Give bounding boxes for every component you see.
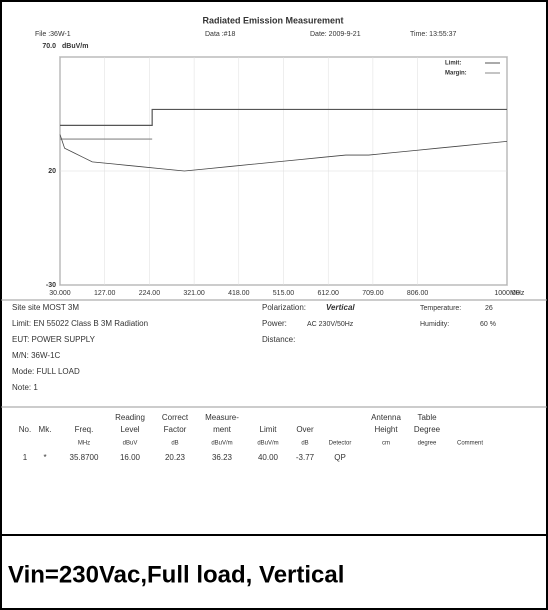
text: Vertical	[326, 303, 355, 312]
text: dBuV/m	[257, 441, 278, 447]
data-no: Data :#18	[205, 31, 235, 38]
series-line	[60, 108, 507, 126]
x-tick-label: 30.000	[49, 290, 71, 297]
y-tick-label: -30	[46, 282, 56, 289]
x-tick-label: 612.00	[317, 290, 339, 297]
text: *	[43, 453, 46, 462]
legend-label: Limit:	[445, 61, 461, 67]
y-tick-label: 70.0	[42, 43, 56, 50]
text: Humidity:	[420, 321, 449, 328]
text: Site site MOST 3M	[12, 303, 79, 312]
text: -3.77	[296, 453, 315, 462]
x-tick-label: 127.00	[94, 290, 116, 297]
file: File :36W-1	[35, 31, 71, 38]
text: Measure-	[205, 413, 239, 422]
text: Power:	[262, 319, 287, 328]
title: Radiated Emission Measurement	[202, 15, 343, 25]
text: Reading	[115, 413, 145, 422]
text: Comment	[457, 441, 483, 447]
date: Date: 2009-9-21	[310, 31, 361, 38]
caption: Vin=230Vac,Full load, Vertical	[8, 561, 344, 588]
text: 26	[485, 305, 493, 312]
text: 16.00	[120, 453, 141, 462]
x-tick-label: 515.00	[273, 290, 295, 297]
text: Polarization:	[262, 303, 306, 312]
series-line	[59, 134, 508, 172]
x-tick-label: 321.00	[183, 290, 205, 297]
y-unit: dBuV/m	[62, 43, 88, 50]
text: Factor	[164, 425, 187, 434]
text: Limit: EN 55022 Class B 3M Radiation	[12, 319, 148, 328]
x-tick-label: 418.00	[228, 290, 250, 297]
text: 35.8700	[70, 453, 99, 462]
text: cm	[382, 441, 390, 447]
text: 60 %	[480, 321, 496, 328]
x-tick-label: 1000.00	[494, 290, 519, 297]
text: MHz	[78, 441, 90, 447]
text: Limit	[260, 425, 278, 434]
text: dBuV	[123, 441, 138, 447]
text: Antenna	[371, 413, 401, 422]
text: Temperature:	[420, 305, 461, 312]
text: 20.23	[165, 453, 186, 462]
text: Mk.	[39, 425, 52, 434]
text: Mode: FULL LOAD	[12, 367, 80, 376]
text: dBuV/m	[211, 441, 232, 447]
text: Table	[417, 413, 437, 422]
x-tick-label: 709.00	[362, 290, 384, 297]
text: Freq.	[75, 425, 94, 434]
text: Height	[374, 425, 398, 434]
text: Correct	[162, 413, 189, 422]
text: 40.00	[258, 453, 279, 462]
text: AC 230V/50Hz	[307, 321, 354, 328]
text: 1	[23, 453, 28, 462]
x-tick-label: 806.00	[407, 290, 429, 297]
text: Level	[120, 425, 139, 434]
text: QP	[334, 453, 346, 462]
legend-label: Margin:	[445, 71, 467, 77]
text: Note: 1	[12, 383, 38, 392]
text: Degree	[414, 425, 441, 434]
x-tick-label: 224.00	[139, 290, 161, 297]
text: dB	[301, 441, 308, 447]
text: M/N: 36W-1C	[12, 351, 61, 360]
text: Over	[296, 425, 314, 434]
text: dB	[171, 441, 178, 447]
text: Detector	[329, 441, 352, 447]
text: degree	[418, 441, 437, 447]
time: Time: 13:55:37	[410, 31, 457, 38]
text: ment	[213, 425, 232, 434]
y-tick-label: 20	[48, 168, 56, 175]
text: 36.23	[212, 453, 233, 462]
text: No.	[19, 425, 31, 434]
x-unit: MHz	[510, 290, 525, 297]
text: Distance:	[262, 335, 295, 344]
text: EUT: POWER SUPPLY	[12, 335, 96, 344]
